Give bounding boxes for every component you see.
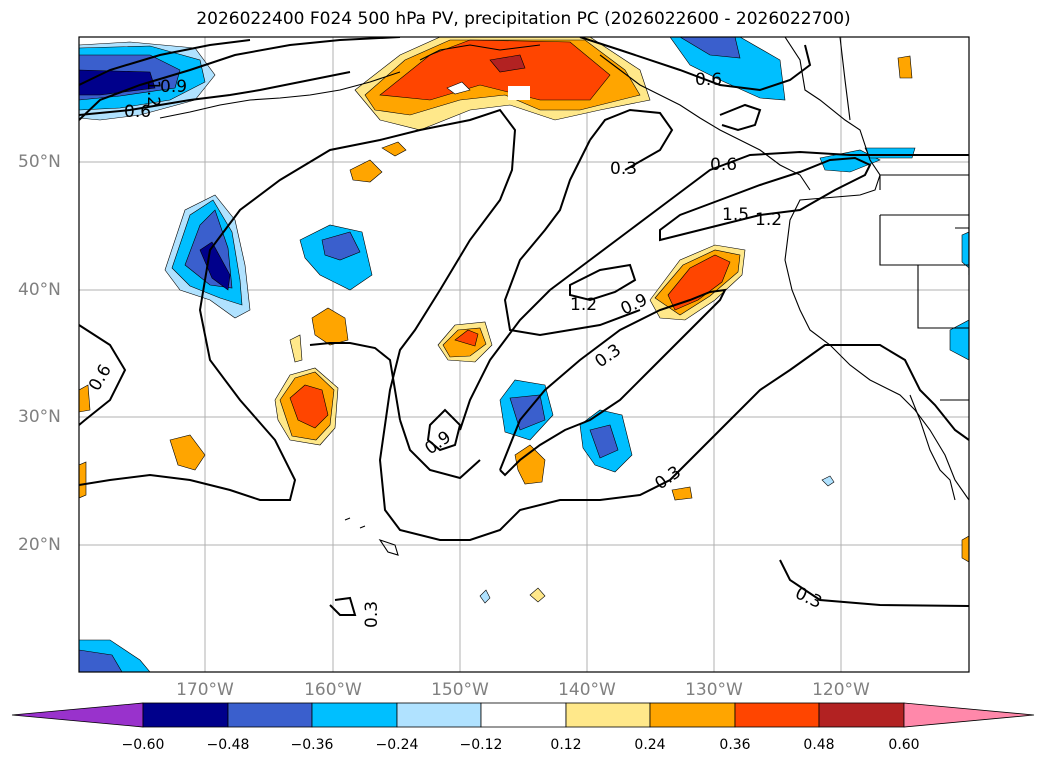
contour-label: 0.3 [591,340,625,372]
colorbar-tick: −0.48 [206,737,250,753]
lon-label: 170°W [176,680,234,700]
colorbar-tick: 0.24 [634,737,666,753]
colorbar [11,702,1035,728]
colorbar-extend-low [11,702,144,728]
contour-label: 0.6 [85,361,116,394]
contour-label: 0.9 [618,290,651,320]
contour-label: 1.2 [570,295,597,315]
contour-label: 1.2 [755,210,782,230]
contour-label: 0.6 [695,70,722,90]
lat-label: 30°N [18,407,61,427]
colorbar-tick: −0.24 [375,737,419,753]
contour-label: 0.3 [362,601,382,628]
contour-label: 0.3 [792,583,825,613]
colorbar-extend-high [903,702,1035,728]
contour-label: 0.9 [421,427,455,459]
lon-label: 120°W [812,680,870,700]
contour-label: 0.6 [710,155,737,175]
lat-label: 50°N [18,152,61,172]
lon-label: 130°W [685,680,743,700]
colorbar-tick: 0.48 [803,737,835,753]
contour-label: 0.9 [160,77,187,97]
contour-0.3-main [79,324,127,426]
colorbar-tick: −0.36 [290,737,334,753]
plot-frame [78,36,970,673]
lon-label: 140°W [558,680,616,700]
contour-0.6-band [459,150,969,431]
lon-label: 160°W [304,680,362,700]
colorbar-tick: 0.60 [888,737,920,753]
lat-label: 20°N [18,535,61,555]
precip-anomaly-fills [79,37,969,672]
colorbar-tick: 0.12 [550,737,582,753]
map-title: 2026022400 F024 500 hPa PV, precipitatio… [196,9,851,29]
gridlines [79,37,969,672]
colorbar-tick: −0.12 [459,737,503,753]
contour-label: 1.5 [722,205,749,225]
contour-label: 0.6 [124,102,151,122]
pv-contours [79,37,969,616]
neg-anomaly-ne [669,37,786,101]
coastlines [159,37,969,556]
colorbar-tick: −0.60 [121,737,165,753]
contour-label: 0.3 [610,159,637,179]
contour-label: 1.2 [143,80,163,107]
lon-label: 150°W [431,680,489,700]
lat-label: 40°N [18,280,61,300]
colorbar-tick: 0.36 [719,737,751,753]
